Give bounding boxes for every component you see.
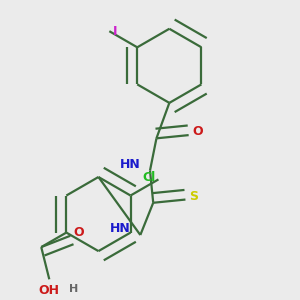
Text: Cl: Cl	[142, 171, 155, 184]
Text: H: H	[69, 284, 78, 294]
Text: HN: HN	[110, 222, 131, 235]
Text: O: O	[74, 226, 84, 239]
Text: HN: HN	[120, 158, 140, 171]
Text: I: I	[113, 25, 118, 38]
Text: OH: OH	[39, 284, 60, 297]
Text: S: S	[189, 190, 198, 203]
Text: O: O	[192, 125, 202, 138]
